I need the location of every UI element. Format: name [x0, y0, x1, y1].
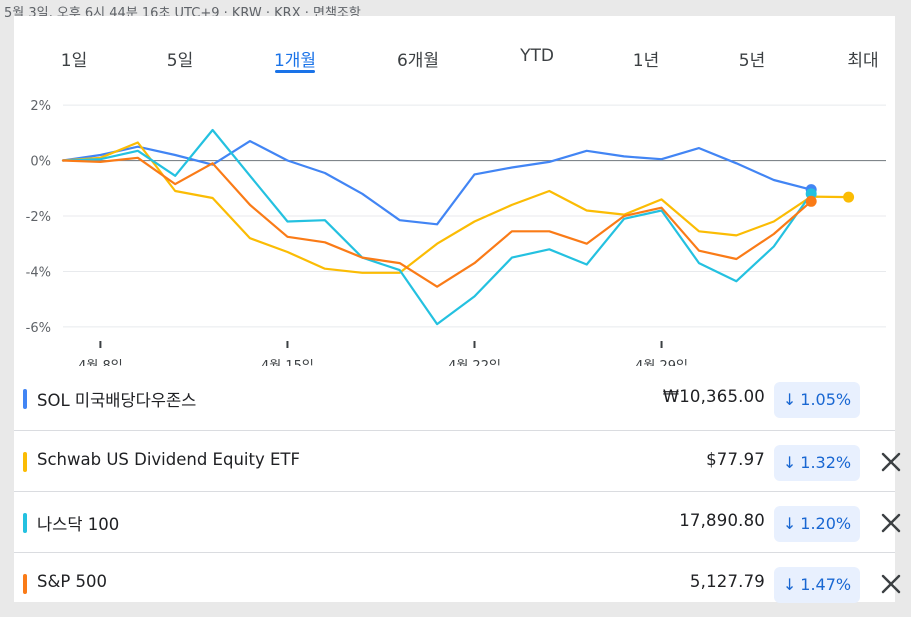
series-end-point-3: [805, 195, 817, 207]
tab-4[interactable]: YTD: [520, 46, 554, 66]
active-tab-indicator: [275, 70, 315, 73]
x-tick-label: 4월 8일: [78, 359, 123, 366]
comparison-row[interactable]: Schwab US Dividend Equity ETF $77.97 ↓ 1.32…: [14, 430, 901, 492]
y-tick-label: -6%: [26, 321, 51, 336]
change-badge: ↓ 1.05%: [774, 382, 860, 418]
x-tick-label: 4월 22일: [448, 359, 501, 366]
series-color-swatch: [23, 452, 27, 472]
series-end-point-1: [843, 191, 855, 203]
tab-1[interactable]: 5일: [166, 51, 194, 71]
y-tick-label: -2%: [26, 210, 51, 225]
close-icon[interactable]: [876, 569, 906, 599]
close-icon[interactable]: [876, 447, 906, 477]
tab-7[interactable]: 최대: [847, 51, 879, 71]
change-badge: ↓ 1.20%: [774, 506, 860, 542]
tab-0[interactable]: 1일: [60, 51, 88, 71]
x-tick-label: 4월 29일: [635, 359, 688, 366]
series-color-swatch: [23, 389, 27, 409]
y-tick-label: 0%: [30, 155, 51, 170]
change-percent: 1.32%: [800, 453, 852, 472]
comparison-card: 1일 5일 1개월 6개월 YTD 1년 5년 최대 2% 0% -2% -4% -6% 4월 8일 4월…: [14, 16, 901, 603]
change-percent: 1.05%: [800, 390, 852, 409]
series-line-0: [61, 139, 813, 226]
change-badge: ↓ 1.32%: [774, 445, 860, 481]
close-icon[interactable]: [876, 508, 906, 538]
series-line-1: [61, 141, 850, 274]
change-badge: ↓ 1.47%: [774, 567, 860, 603]
series-name: SOL 미국배당다우존스: [37, 391, 197, 410]
series-price: 5,127.79: [689, 572, 765, 591]
comparison-row[interactable]: SOL 미국배당다우존스 ₩10,365.00 ↓ 1.05%: [14, 368, 895, 429]
series-price: $77.97: [706, 450, 765, 469]
series-line-2: [61, 128, 813, 326]
y-tick-label: 2%: [30, 99, 51, 114]
arrow-down-icon: ↓: [782, 390, 797, 409]
series-price: ₩10,365.00: [662, 387, 765, 406]
series-color-swatch: [23, 513, 27, 533]
series-name: 나스닥 100: [37, 515, 120, 534]
range-tabs: 1일 5일 1개월 6개월 YTD 1년 5년 최대: [14, 16, 895, 76]
tab-3[interactable]: 6개월: [396, 51, 440, 71]
comparison-row[interactable]: 나스닥 100 17,890.80 ↓ 1.20%: [14, 491, 901, 553]
x-tick-label: 4월 15일: [261, 359, 314, 366]
change-percent: 1.20%: [800, 514, 852, 533]
arrow-down-icon: ↓: [782, 453, 797, 472]
series-color-swatch: [23, 574, 27, 594]
change-percent: 1.47%: [800, 575, 852, 594]
arrow-down-icon: ↓: [782, 514, 797, 533]
comparison-row[interactable]: S&P 500 5,127.79 ↓ 1.47%: [14, 552, 901, 614]
tab-5[interactable]: 1년: [632, 51, 660, 71]
tab-2[interactable]: 1개월: [273, 51, 317, 71]
series-name: S&P 500: [37, 572, 108, 591]
series-name: Schwab US Dividend Equity ETF: [37, 450, 300, 469]
series-price: 17,890.80: [679, 511, 765, 530]
y-tick-label: -4%: [26, 265, 51, 280]
arrow-down-icon: ↓: [782, 575, 797, 594]
series-line-3: [61, 156, 813, 288]
tab-6[interactable]: 5년: [738, 51, 766, 71]
price-chart[interactable]: 2% 0% -2% -4% -6% 4월 8일 4월 15일 4월 22일 4월 29일: [14, 16, 895, 366]
